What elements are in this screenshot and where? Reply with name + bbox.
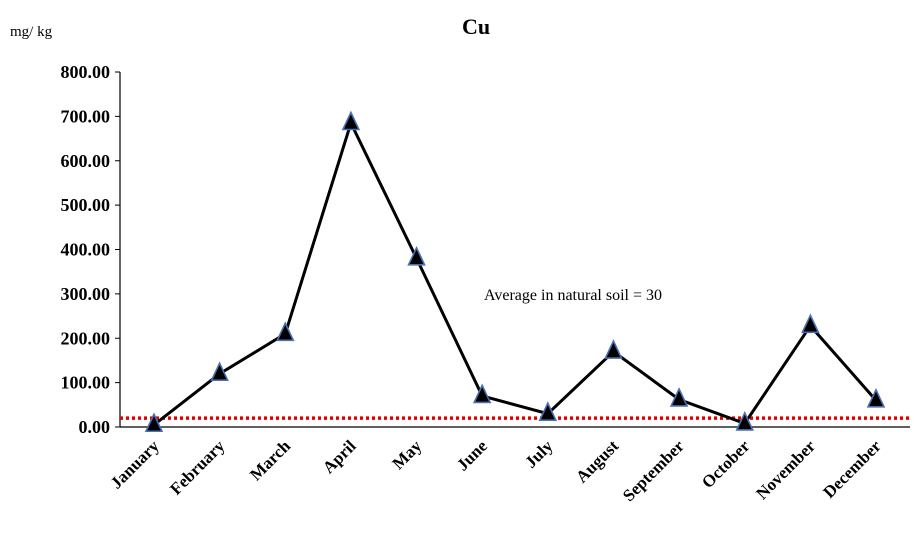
x-axis-ticks: January February March April May June July Augu… bbox=[107, 436, 886, 505]
y-tick-label: 400.00 bbox=[61, 240, 111, 260]
reference-annotation: Average in natural soil = 30 bbox=[484, 287, 662, 304]
y-tick-label: 200.00 bbox=[61, 328, 111, 348]
data-point-marker bbox=[144, 412, 164, 433]
y-tick-label: 700.00 bbox=[61, 106, 111, 126]
x-tick-label: June bbox=[453, 436, 491, 474]
y-tick-label: 300.00 bbox=[61, 284, 111, 304]
y-unit-label: mg/ kg bbox=[10, 24, 53, 40]
x-tick-label: August bbox=[572, 436, 622, 486]
data-point-marker bbox=[669, 387, 689, 407]
x-tick-label: March bbox=[246, 436, 294, 484]
x-tick-label: October bbox=[698, 436, 754, 492]
data-point-marker bbox=[801, 313, 820, 334]
data-point-marker bbox=[538, 401, 558, 421]
x-tick-label: April bbox=[319, 436, 360, 477]
data-point-marker bbox=[341, 110, 361, 131]
data-point-marker bbox=[604, 339, 623, 359]
x-tick-label: July bbox=[521, 436, 557, 472]
data-point-marker bbox=[276, 321, 295, 342]
series-line bbox=[153, 118, 878, 426]
y-tick-label: 500.00 bbox=[61, 195, 111, 215]
x-tick-label: May bbox=[389, 436, 426, 473]
x-tick-label: February bbox=[166, 436, 229, 499]
data-point-marker bbox=[735, 411, 754, 431]
data-point-marker bbox=[210, 361, 229, 382]
data-point-marker bbox=[472, 383, 492, 404]
y-tick-label: 100.00 bbox=[61, 373, 111, 393]
x-tick-label: November bbox=[752, 436, 819, 503]
data-point-marker bbox=[866, 387, 886, 408]
data-point-marker bbox=[407, 245, 426, 266]
chart-title: Cu bbox=[462, 14, 490, 39]
x-tick-label: September bbox=[619, 436, 688, 505]
x-tick-label: December bbox=[819, 436, 885, 502]
y-tick-label: 0.00 bbox=[79, 417, 111, 437]
x-tick-label: January bbox=[107, 436, 164, 493]
axes bbox=[119, 72, 910, 428]
y-tick-label: 800.00 bbox=[61, 62, 111, 82]
y-tick-label: 600.00 bbox=[61, 151, 111, 171]
data-markers bbox=[144, 110, 886, 433]
y-axis-ticks: 0.00 100.00 200.00 300.00 400.00 500.00 600.00… bbox=[61, 62, 120, 437]
